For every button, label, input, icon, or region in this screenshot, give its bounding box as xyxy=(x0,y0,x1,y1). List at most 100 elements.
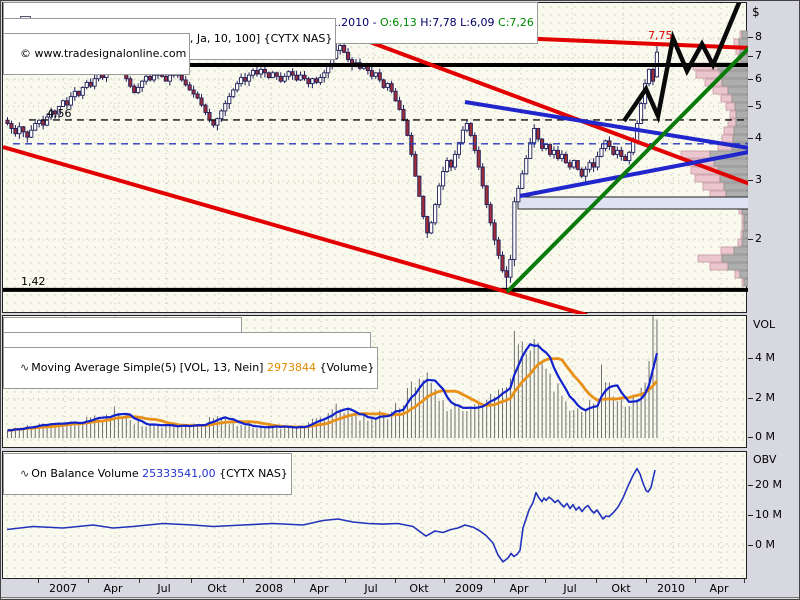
volume-profile-bar-gray xyxy=(721,78,748,87)
candle-body xyxy=(393,90,398,102)
candle-body xyxy=(611,146,616,155)
candle-body xyxy=(524,158,529,175)
elliott-projection-zigzag[interactable] xyxy=(622,3,742,124)
candle-body xyxy=(456,142,461,155)
candle-body xyxy=(302,74,307,80)
candle-body xyxy=(445,160,450,172)
obv-axis-title: OBV xyxy=(753,453,777,466)
volume-profile-bar-pink xyxy=(723,126,735,135)
candle-body xyxy=(627,151,632,162)
volume-profile-bar-gray xyxy=(739,270,748,279)
axis-tick xyxy=(748,138,753,140)
candle-body xyxy=(282,75,287,82)
candle-body xyxy=(290,71,295,76)
volume-profile-bar-gray xyxy=(727,86,748,95)
vol-tick-label: 0 M xyxy=(755,430,775,443)
open-value: O:6,13 xyxy=(380,16,417,29)
ma-slow-legend[interactable]: ∿ Moving Average Simple(5) [VOL, 13, Nein… xyxy=(3,347,379,389)
candle-body xyxy=(144,75,149,82)
candle-body xyxy=(413,153,418,177)
candle-body xyxy=(219,110,224,120)
candle-body xyxy=(60,100,65,107)
candle-body xyxy=(583,168,588,177)
blue-triangle-lower[interactable] xyxy=(519,150,748,198)
volume-profile-bar-pink xyxy=(720,246,735,255)
candle-body xyxy=(132,85,137,94)
candle-body xyxy=(247,74,252,82)
candle-body xyxy=(274,72,279,77)
horizontal-scrollbar[interactable] xyxy=(1,597,799,599)
candle-body xyxy=(528,142,533,159)
volume-profile-bar-gray xyxy=(735,118,748,127)
candle-body xyxy=(389,83,394,92)
time-axis-label: Jul xyxy=(364,582,378,595)
candle-body xyxy=(56,106,62,115)
time-axis[interactable] xyxy=(1,579,799,597)
candle-body xyxy=(536,128,541,140)
candle-body xyxy=(211,119,216,126)
volume-profile-bar-gray xyxy=(735,110,748,119)
volume-profile-bar-gray xyxy=(742,230,748,239)
candle-body xyxy=(452,153,458,168)
candle-body xyxy=(92,78,97,87)
candle-body xyxy=(13,128,18,135)
candle-body xyxy=(9,123,14,129)
obv-value: 25333541,00 xyxy=(142,467,216,480)
candle-body xyxy=(504,270,509,278)
candle-body xyxy=(338,45,343,51)
time-axis-tick xyxy=(744,579,745,583)
price-tick-label: 2 xyxy=(755,232,762,245)
candle-body xyxy=(128,78,133,87)
candle-body xyxy=(254,70,260,75)
candle-body xyxy=(532,128,537,144)
blue-triangle-upper[interactable] xyxy=(464,100,748,150)
candle-body xyxy=(464,123,469,131)
candle-body xyxy=(17,126,22,135)
volume-profile-bar-gray xyxy=(733,126,748,135)
candle-body xyxy=(603,140,608,149)
price-axis[interactable]: $ 8 7 6 5 4 3 2 VOL 4 M 2 M 0 M OBV 20 M 10 M 0 … xyxy=(748,1,799,599)
volume-profile-bar-pink xyxy=(721,134,734,143)
volume-ma13-line xyxy=(7,357,659,432)
candle-body xyxy=(163,75,168,82)
volume-profile-bar-gray xyxy=(723,182,748,191)
candle-body xyxy=(266,72,271,78)
volume-profile-bar-pink xyxy=(680,150,711,159)
candle-body xyxy=(591,162,596,168)
volume-profile-bar-gray xyxy=(741,30,748,39)
candle-body xyxy=(544,144,549,149)
lower-red-downtrend[interactable] xyxy=(3,145,588,314)
volume-profile-bar-gray xyxy=(721,254,748,263)
obv-legend[interactable]: ∿ On Balance Volume 25333541,00 {CYTX NAS… xyxy=(3,453,292,495)
green-uptrend[interactable] xyxy=(505,46,748,294)
candle-body xyxy=(306,78,311,85)
candle-body xyxy=(421,195,426,217)
candle-body xyxy=(441,171,446,187)
candle-body xyxy=(405,119,410,136)
axis-tick xyxy=(748,78,753,80)
high-low-values: H:7,78 L:6,09 xyxy=(416,16,499,29)
candle-body xyxy=(476,149,481,168)
time-axis-label: Okt xyxy=(207,582,227,595)
time-axis-tick xyxy=(243,579,244,583)
candle-body xyxy=(231,89,236,98)
candle-body xyxy=(151,74,157,81)
candle-body xyxy=(547,144,553,155)
support-zone-box[interactable] xyxy=(517,196,748,210)
candle-body xyxy=(571,160,576,168)
candle-body xyxy=(72,90,77,98)
candle-body xyxy=(37,119,42,124)
candle-body xyxy=(619,149,624,157)
steep-red-downtrend[interactable] xyxy=(337,28,748,186)
volume-profile-bar-pink xyxy=(694,174,721,183)
price-tick-label: 6 xyxy=(755,71,762,85)
candle-body xyxy=(417,175,422,197)
candle-body xyxy=(496,239,501,256)
candle-body xyxy=(191,89,196,95)
time-axis-tick xyxy=(88,579,89,583)
candle-body xyxy=(433,204,438,224)
candle-body xyxy=(397,100,402,110)
candle-body xyxy=(488,204,493,224)
candle-body xyxy=(639,103,644,124)
volume-profile-bar-gray xyxy=(738,38,748,47)
